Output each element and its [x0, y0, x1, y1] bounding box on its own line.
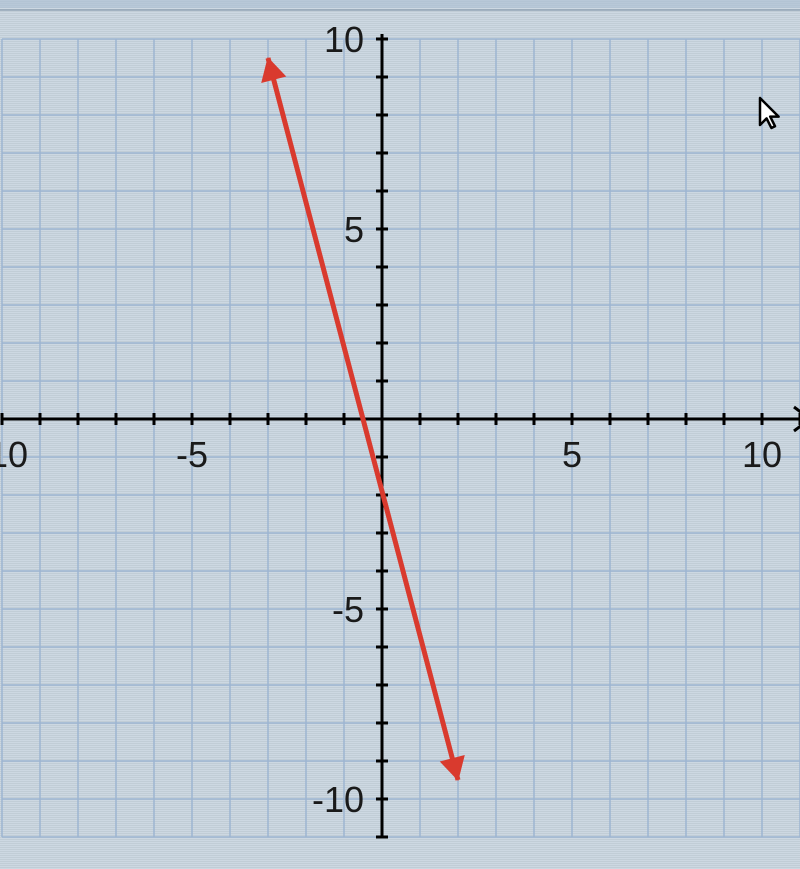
coordinate-plane-chart: -10 -5 5 10 10 5 -5 -10 [0, 0, 800, 869]
x-axis-label: -10 [0, 434, 28, 475]
y-axis-label: 10 [324, 19, 364, 60]
y-axis-label: -10 [312, 779, 364, 820]
x-axis-label: -5 [176, 434, 208, 475]
x-axis-label: 5 [562, 434, 582, 475]
y-axis-label: 5 [344, 209, 364, 250]
y-axis-label: -5 [332, 589, 364, 630]
x-axis-label: 10 [742, 434, 782, 475]
